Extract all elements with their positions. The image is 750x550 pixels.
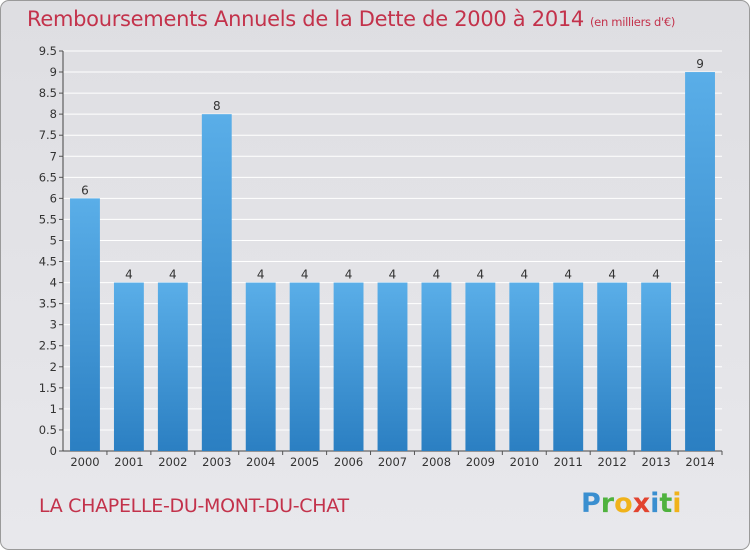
y-tick-label: 1	[50, 402, 57, 416]
y-tick-label: 7	[50, 149, 57, 163]
y-tick-label: 5.5	[39, 212, 57, 226]
proxiti-logo: Proxiti	[581, 488, 682, 519]
x-tick-label: 2011	[554, 455, 583, 469]
y-tick-label: 0	[50, 444, 57, 458]
y-tick-label: 0.5	[39, 423, 57, 437]
data-label: 4	[257, 268, 265, 282]
data-labels: 6 4 4 8 4 4 4 4 4 4 4 4 4 4 9	[81, 57, 704, 282]
chart-title-text: Remboursements Annuels de la Dette de 20…	[27, 7, 584, 31]
logo-letter: o	[614, 488, 633, 519]
x-tick-labels: 2000 2001 2002 2003 2004 2005 2006 2007 2008 2009…	[70, 455, 714, 469]
data-label: 4	[433, 268, 441, 282]
bar	[377, 282, 408, 451]
x-tick-label: 2005	[290, 455, 319, 469]
data-label: 4	[389, 268, 397, 282]
x-tick-label: 2012	[598, 455, 627, 469]
data-label: 4	[608, 268, 616, 282]
y-tick-label: 6.5	[39, 170, 57, 184]
y-tick-label: 4.5	[39, 255, 57, 269]
data-label: 4	[169, 268, 177, 282]
bar	[333, 282, 364, 451]
bar	[597, 282, 628, 451]
y-tick-label: 9	[50, 65, 57, 79]
x-tick-label: 2008	[422, 455, 451, 469]
x-tick-label: 2007	[378, 455, 407, 469]
y-tick-labels: 0 0.5 1 1.5 2 2.5 3 3.5 4 4.5 5 5.5 6 6.5 7 7.5 8 8.5 9 9.5	[39, 44, 57, 458]
bar	[70, 198, 100, 451]
x-tick-label: 2010	[510, 455, 539, 469]
chart-title: Remboursements Annuels de la Dette de 20…	[27, 7, 675, 31]
bar	[289, 282, 320, 451]
x-tick-label: 2002	[158, 455, 187, 469]
data-label: 4	[520, 268, 528, 282]
data-label: 4	[301, 268, 309, 282]
y-tick-label: 7.5	[39, 128, 57, 142]
commune-name: LA CHAPELLE-DU-MONT-DU-CHAT	[39, 495, 349, 517]
bar	[465, 282, 496, 451]
x-tick-label: 2013	[641, 455, 670, 469]
data-label: 8	[213, 99, 221, 113]
x-tick-label: 2001	[114, 455, 143, 469]
bar	[421, 282, 452, 451]
bars	[70, 72, 715, 451]
x-tick-label: 2006	[334, 455, 363, 469]
x-tick-label: 2004	[246, 455, 275, 469]
data-label: 4	[564, 268, 572, 282]
logo-letter: r	[600, 488, 615, 519]
bar	[553, 282, 584, 451]
logo-letter: i	[650, 488, 660, 519]
bar	[113, 282, 144, 451]
logo-letter: x	[632, 488, 651, 519]
chart-subtitle: (en milliers d'€)	[590, 15, 676, 29]
y-tick-label: 4	[50, 276, 57, 290]
y-tick-label: 5	[50, 233, 57, 247]
y-tick-label: 1.5	[39, 381, 57, 395]
logo-letter: P	[581, 488, 601, 519]
x-tick-label: 2000	[70, 455, 99, 469]
y-tick-label: 3.5	[39, 297, 57, 311]
y-tick-label: 2	[50, 360, 57, 374]
x-tick-label: 2003	[202, 455, 231, 469]
bar	[685, 72, 715, 451]
data-label: 9	[696, 57, 704, 71]
data-label: 4	[652, 268, 660, 282]
bar	[641, 282, 672, 451]
y-tick-label: 8	[50, 107, 57, 121]
logo-letter: t	[659, 488, 673, 519]
x-tick-label: 2014	[685, 455, 714, 469]
bar	[201, 114, 232, 451]
data-label: 4	[125, 268, 133, 282]
data-label: 4	[477, 268, 485, 282]
data-label: 4	[345, 268, 353, 282]
bar-chart: 0 0.5 1 1.5 2 2.5 3 3.5 4 4.5 5 5.5 6 6.5 7 7.5 8 8.5 9 9.5…	[39, 44, 723, 469]
bar	[245, 282, 276, 451]
bar	[509, 282, 540, 451]
logo-letter: i	[672, 488, 682, 519]
y-tick-label: 6	[50, 191, 57, 205]
bar	[157, 282, 188, 451]
y-tick-label: 8.5	[39, 86, 57, 100]
data-label: 6	[81, 183, 89, 197]
y-tick-label: 9.5	[39, 44, 57, 58]
y-tick-label: 3	[50, 318, 57, 332]
x-tick-label: 2009	[466, 455, 495, 469]
y-tick-label: 2.5	[39, 339, 57, 353]
